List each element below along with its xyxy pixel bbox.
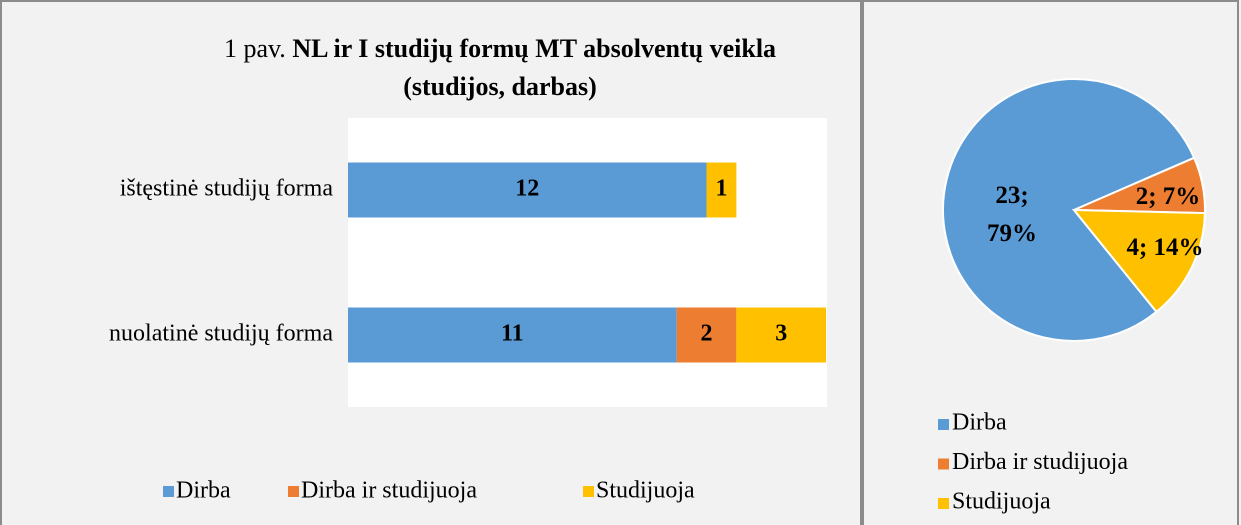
legend-label: Dirba ir studijuoja [301, 478, 477, 504]
data-label: 2 [701, 321, 713, 347]
legend-label: Studijuoja [596, 478, 695, 504]
legend-marker [938, 498, 949, 509]
bar-segment [676, 307, 737, 363]
legend-marker [163, 486, 174, 497]
title-prefix: 1 pav. [223, 34, 286, 63]
category-label: ištęstinė studijų forma [120, 176, 334, 202]
legend-marker [938, 458, 949, 470]
legend-label: Dirba ir studijuoja [952, 449, 1128, 475]
chart-title: 1 pav. NL ir I studijų formų MT absolven… [185, 30, 815, 106]
pie-slice [1071, 208, 1206, 314]
data-label: 3 [775, 321, 787, 347]
category-label: nuolatinė studijų forma [109, 321, 333, 347]
data-label: 12 [515, 176, 539, 202]
legend-label: Studijuoja [952, 489, 1051, 515]
data-label: 11 [501, 321, 524, 347]
legend-label: Dirba [176, 478, 231, 504]
data-label: 4; 14% [1126, 234, 1204, 261]
bar-segment [348, 162, 707, 218]
data-label: 2; 7% [1135, 183, 1201, 210]
data-label: 23; 79% [987, 182, 1037, 247]
data-label: 1 [715, 176, 727, 202]
legend-marker [938, 419, 949, 430]
bar-segment [736, 307, 826, 363]
bar-segment [706, 162, 737, 218]
pie-slice [942, 78, 1196, 342]
plot-area [348, 118, 827, 407]
divider [860, 0, 864, 525]
bar-segment [348, 307, 677, 363]
legend-label: Dirba [952, 410, 1007, 436]
title-bold: NL ir I studijų formų MT absolventų veik… [292, 34, 777, 101]
legend-marker [288, 486, 299, 497]
legend-marker [583, 486, 594, 497]
